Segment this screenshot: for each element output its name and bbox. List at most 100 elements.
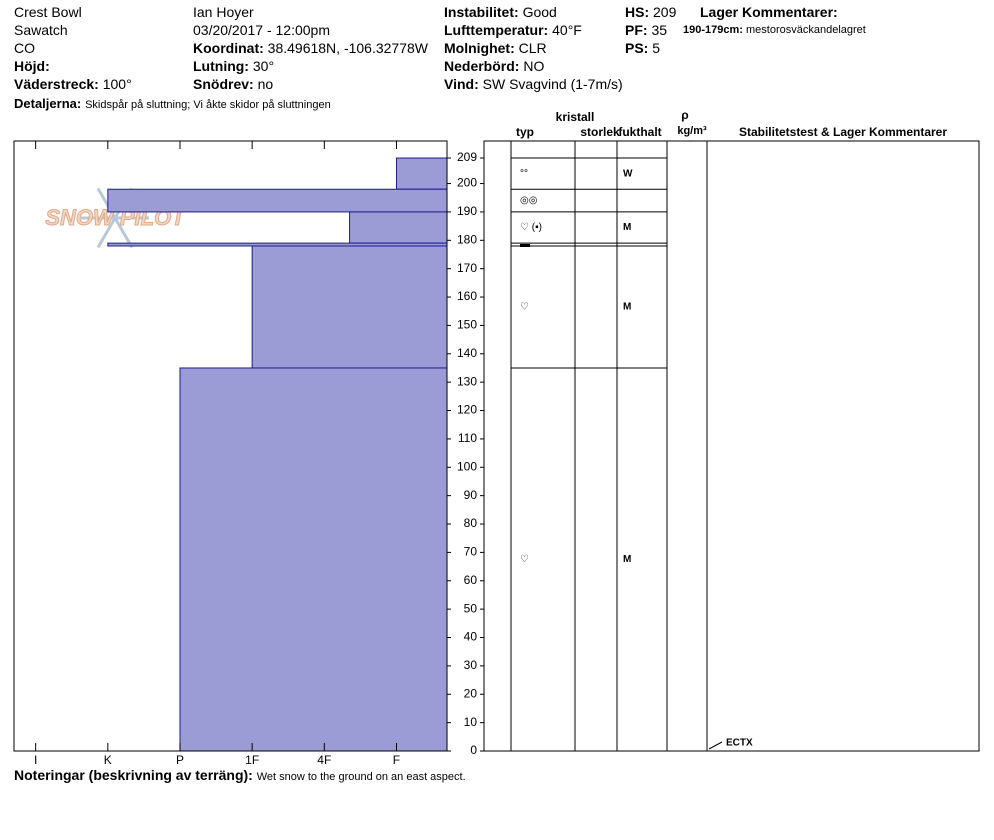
y-tick-label: 160: [457, 289, 477, 303]
hardness-bar: [349, 211, 448, 244]
y-tick-label: 100: [457, 459, 477, 473]
field-value: 100°: [102, 76, 132, 92]
grain-type: ♡ (▪): [520, 222, 542, 233]
layer-comments-title: Lager Kommentarer:: [700, 4, 838, 20]
x-tick-label: K: [104, 753, 112, 767]
y-tick-label: 209: [457, 150, 477, 164]
field-label: HS:: [625, 4, 650, 20]
field-value: Good: [522, 4, 557, 20]
y-tick-label: 20: [464, 686, 478, 700]
layer-comment: 190-179cm: mestorosväckandelagret: [683, 24, 866, 36]
y-tick-label: 40: [464, 630, 478, 644]
details-label: Detaljerna:: [14, 96, 82, 111]
field: Instabilitet: Good: [444, 4, 557, 20]
field: Molnighet: CLR: [444, 40, 547, 56]
y-tick-label: 50: [464, 601, 478, 615]
field-label: Höjd:: [14, 58, 50, 74]
layer-comment-range: 190-179cm:: [683, 24, 743, 36]
moisture: M: [623, 222, 631, 233]
col-header: typ: [516, 125, 534, 139]
field: Lufttemperatur: 40°F: [444, 22, 582, 38]
field-label: Molnighet:: [444, 40, 515, 56]
state: CO: [14, 40, 35, 56]
x-tick-label: F: [393, 753, 400, 767]
field-value: no: [257, 76, 274, 92]
field: PF: 35: [625, 22, 667, 38]
x-tick-label: 4F: [317, 753, 331, 767]
field-label: Väderstreck:: [14, 76, 99, 92]
field-label: Instabilitet:: [444, 4, 519, 20]
col-header: storlek: [580, 125, 620, 139]
table-frame: [483, 140, 980, 752]
grain-type: ♡: [520, 302, 529, 313]
field-label: Lufttemperatur:: [444, 22, 549, 38]
field-value: 5: [652, 40, 661, 56]
hardness-bar: [251, 245, 448, 369]
field-label: Koordinat:: [193, 40, 264, 56]
moisture: W: [623, 168, 633, 179]
field: Höjd:: [14, 58, 50, 74]
moisture: M: [623, 302, 631, 313]
field-value: NO: [523, 58, 545, 74]
col-header: ρ: [681, 108, 688, 122]
field: Lutning: 30°: [193, 58, 274, 74]
grain-type: ◎◎: [520, 195, 538, 206]
moisture: M: [623, 554, 631, 565]
y-tick-label: 80: [464, 516, 478, 530]
site: Crest Bowl: [14, 4, 82, 20]
field: Nederbörd: NO: [444, 58, 544, 74]
x-tick-label: 1F: [245, 753, 259, 767]
test-label: ECTX: [726, 738, 753, 749]
x-tick-label: P: [176, 753, 184, 767]
field: Väderstreck: 100°: [14, 76, 132, 92]
col-header: Stabilitetstest & Lager Kommentarer: [739, 125, 947, 139]
field: Snödrev: no: [193, 76, 273, 92]
field: HS: 209: [625, 4, 676, 20]
y-tick-label: 60: [464, 573, 478, 587]
datetime: 03/20/2017 - 12:00pm: [193, 22, 330, 38]
field-value: 35: [651, 22, 668, 38]
y-tick-label: 10: [464, 715, 478, 729]
field-label: PF:: [625, 22, 648, 38]
field: Vind: SW Svagvind (1-7m/s): [444, 76, 623, 92]
y-tick-label: 170: [457, 261, 477, 275]
plot-frame: [13, 140, 448, 752]
notes-text: Wet snow to the ground on an east aspect…: [256, 771, 466, 783]
field-label: Nederbörd:: [444, 58, 520, 74]
field-label: Snödrev:: [193, 76, 254, 92]
details: Detaljerna: Skidspår på sluttning; Vi åk…: [14, 95, 331, 111]
field-value: CLR: [518, 40, 547, 56]
y-tick-label: 0: [470, 743, 477, 757]
hardness-bar: [395, 157, 448, 190]
notes: Noteringar (beskrivning av terräng): Wet…: [14, 767, 466, 783]
field-label: PS:: [625, 40, 649, 56]
field-value: 209: [653, 4, 677, 20]
y-tick-label: 200: [457, 176, 477, 190]
layer-comments-title: Lager Kommentarer:: [700, 4, 838, 20]
y-tick-label: 110: [458, 431, 477, 445]
field: PS: 5: [625, 40, 660, 56]
col-header: kg/m³: [677, 125, 707, 137]
grain-type: ♡: [520, 554, 529, 565]
x-tick-label: I: [34, 753, 37, 767]
y-tick-label: 150: [457, 318, 477, 332]
hardness-bar: [107, 188, 448, 213]
test-arrow: [708, 741, 723, 750]
range: Sawatch: [14, 22, 68, 38]
field-value: SW Svagvind (1-7m/s): [482, 76, 623, 92]
details-text: Skidspår på sluttning; Vi åkte skidor på…: [85, 99, 331, 111]
notes-label: Noteringar (beskrivning av terräng):: [14, 767, 253, 783]
layer-comment-text: mestorosväckandelagret: [746, 24, 866, 36]
field: Koordinat: 38.49618N, -106.32778W: [193, 40, 428, 56]
y-tick-label: 190: [457, 204, 477, 218]
y-tick-label: 130: [457, 374, 477, 388]
y-tick-label: 180: [457, 232, 477, 246]
hardness-bar: [179, 367, 448, 752]
y-tick-label: 70: [464, 545, 478, 559]
col-header: kristall: [556, 110, 595, 124]
col-header: fukthalt: [618, 125, 661, 139]
grain-type: °°: [520, 168, 528, 179]
observer: Ian Hoyer: [193, 4, 254, 20]
